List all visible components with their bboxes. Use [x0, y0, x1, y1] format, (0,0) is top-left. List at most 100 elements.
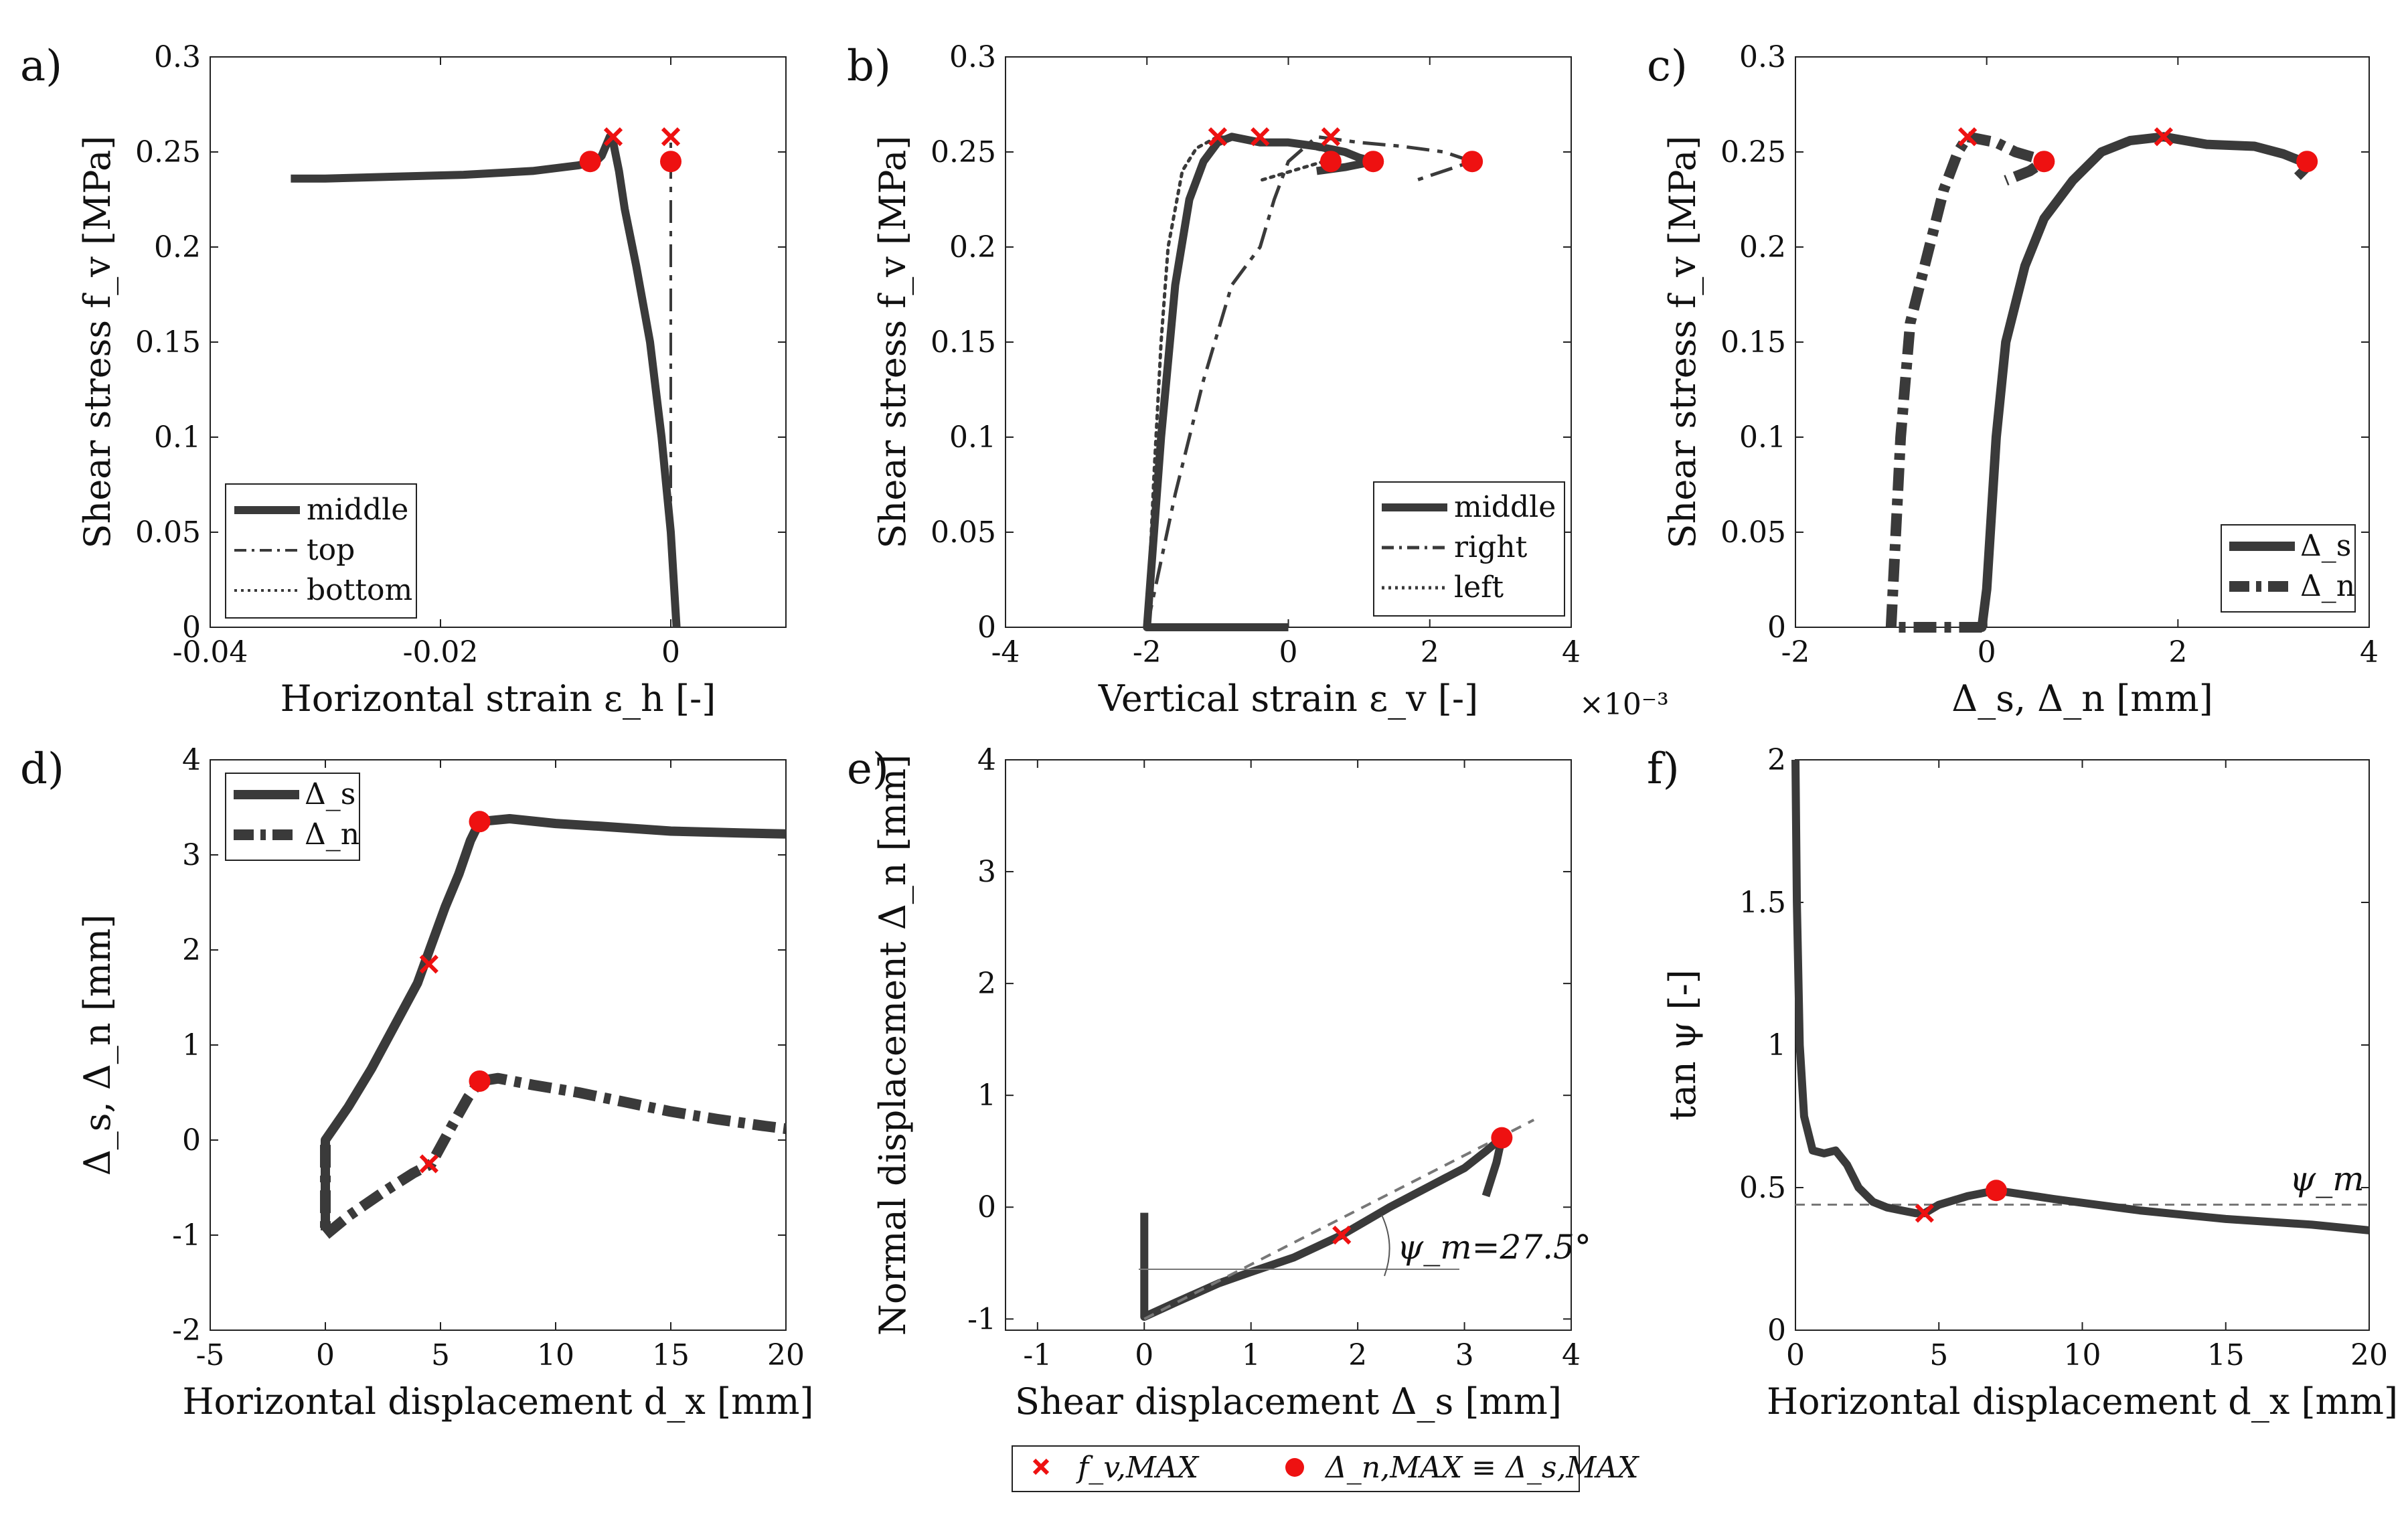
- max-marker: [660, 151, 681, 173]
- legend-label-top: top: [307, 533, 355, 567]
- y-tick-label: 0: [182, 1123, 201, 1157]
- legend-panel-d: Δ_s Δ_n: [225, 773, 360, 861]
- x-tick-label: 10: [537, 1338, 574, 1372]
- y-tick-label: 0: [977, 611, 996, 645]
- series-line: [321, 814, 787, 1230]
- series-line: [1968, 132, 2312, 632]
- panel-b: b) -4 -2 0 2 4 0 0.05 0.1 0.15 0.2 0.25 0.3 Vertical …: [847, 40, 1669, 722]
- y-tick-label: -1: [172, 1218, 201, 1253]
- peak-marker: [1915, 1204, 1934, 1223]
- legend-max-marker: [1285, 1458, 1304, 1477]
- x-tick-label: 0: [1135, 1338, 1153, 1372]
- max-marker: [2296, 151, 2318, 173]
- x-tick-label: -2: [1133, 635, 1161, 669]
- y-tick-label: 1.5: [1739, 886, 1786, 920]
- x-tick-label: 3: [1455, 1338, 1474, 1372]
- legend-label-right: right: [1454, 530, 1528, 564]
- panel-label: b): [847, 42, 891, 91]
- legend-label-middle: middle: [307, 493, 408, 527]
- series-line: [1143, 1119, 1535, 1321]
- x-tick-label: 5: [431, 1338, 450, 1372]
- peak-marker: [1251, 127, 1270, 147]
- y-axis-label: Normal displacement Δ_n [mm]: [872, 754, 914, 1336]
- peak-marker: [1208, 127, 1227, 147]
- axes-frame: [1795, 759, 2370, 1331]
- panel-label: d): [20, 744, 64, 794]
- y-tick-label: 0.3: [1739, 40, 1786, 74]
- legend-panel-b: middle right left: [1373, 481, 1565, 617]
- legend-label-delta-s: Δ_s: [2300, 529, 2351, 563]
- series-line: [1791, 759, 2370, 1234]
- y-tick-label: 3: [977, 855, 996, 889]
- y-axis-label: Shear stress f_v [MPa]: [1662, 136, 1704, 549]
- max-marker: [1461, 151, 1483, 173]
- x-tick-label: 4: [1562, 635, 1581, 669]
- x-tick-label: 4: [1562, 1338, 1581, 1372]
- legend-label-delta-n: Δ_n: [305, 817, 359, 852]
- x-axis-label: Δ_s, Δ_n [mm]: [1951, 677, 2213, 720]
- legend-label-middle: middle: [1454, 490, 1556, 524]
- y-tick-label: 0.1: [1739, 420, 1786, 455]
- x-tick-label: 1: [1242, 1338, 1261, 1372]
- peak-marker: [1957, 127, 1978, 147]
- angle-annotation: ψ_m=27.5°: [1139, 1214, 1591, 1277]
- x-tick-label: 2: [1421, 635, 1439, 669]
- axes-frame: [1005, 759, 1572, 1331]
- x-tick-label: 2: [2168, 635, 2187, 669]
- y-tick-label: 0: [182, 611, 201, 645]
- y-tick-label: 0.2: [154, 230, 201, 264]
- peak-marker: [1332, 1225, 1352, 1245]
- x-tick-label: -2: [1781, 635, 1810, 669]
- y-tick-label: 4: [977, 743, 996, 777]
- max-marker: [469, 1070, 491, 1092]
- x-tick-label: 15: [2207, 1338, 2245, 1372]
- x-axis-label: Horizontal strain ε_h [-]: [280, 677, 716, 720]
- legend-peak-label: f_v,MAX: [1076, 1451, 1200, 1485]
- x-tick-label: 4: [2360, 635, 2379, 669]
- series-line: [320, 1072, 787, 1240]
- y-tick-label: 4: [182, 743, 201, 777]
- legend-label-delta-n: Δ_n: [2300, 569, 2355, 603]
- x-tick-label: 10: [2064, 1338, 2101, 1372]
- marker-legend: f_v,MAX Δ_n,MAX ≡ Δ_s,MAX: [1012, 1445, 1639, 1492]
- y-tick-label: 0.5: [1739, 1171, 1786, 1205]
- x-axis-label: Horizontal displacement d_x [mm]: [1767, 1380, 2398, 1423]
- x-tick-label: 0: [1786, 1338, 1805, 1372]
- y-tick-label: 2: [182, 933, 201, 967]
- legend-label-bottom: bottom: [307, 573, 412, 607]
- y-tick-label: 0.15: [135, 325, 201, 359]
- panel-label: f): [1647, 744, 1680, 794]
- max-marker: [1362, 151, 1384, 173]
- peak-marker: [661, 127, 681, 147]
- y-tick-label: 2: [1767, 743, 1786, 777]
- max-marker: [579, 151, 601, 173]
- x-tick-label: 20: [767, 1338, 805, 1372]
- series-line: [1143, 133, 1378, 631]
- y-tick-label: 0.1: [949, 420, 996, 455]
- legend-max-label: Δ_n,MAX ≡ Δ_s,MAX: [1324, 1451, 1639, 1485]
- peak-marker: [419, 1154, 438, 1174]
- panel-label: e): [847, 744, 889, 794]
- x-tick-label: 20: [2350, 1338, 2388, 1372]
- x-tick-label: -1: [1023, 1338, 1052, 1372]
- max-marker: [1491, 1127, 1513, 1149]
- y-tick-label: 0.1: [154, 420, 201, 455]
- x-tick-label: 2: [1348, 1338, 1367, 1372]
- x-tick-label: 5: [1929, 1338, 1948, 1372]
- max-marker: [1319, 151, 1342, 173]
- legend-label-left: left: [1454, 570, 1504, 605]
- y-axis-label: Shear stress f_v [MPa]: [872, 136, 914, 549]
- peak-marker: [1321, 127, 1340, 147]
- x-axis-label: Horizontal displacement d_x [mm]: [182, 1380, 813, 1423]
- panel-label: c): [1647, 42, 1688, 91]
- y-tick-label: 3: [182, 838, 201, 872]
- y-tick-label: 1: [977, 1078, 996, 1113]
- panel-c: c)-2 0 2 400.050.10.150.20.250.3Δ_s, Δ_n [m…: [1647, 40, 2379, 720]
- x-axis-label: Vertical strain ε_v [-]: [1098, 677, 1478, 720]
- max-marker: [2033, 151, 2055, 173]
- panel-label: a): [20, 42, 62, 91]
- x-tick-label: -4: [991, 635, 1020, 669]
- x-tick-label: -5: [196, 1338, 225, 1372]
